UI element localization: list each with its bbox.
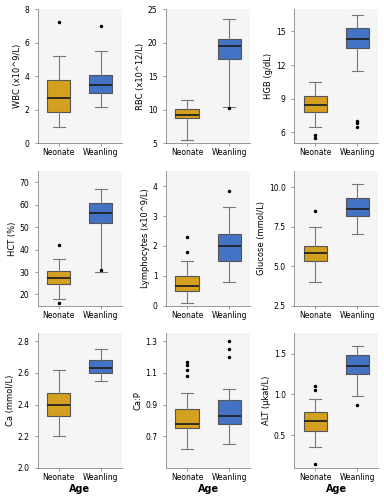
Y-axis label: Ca:P: Ca:P xyxy=(134,391,143,410)
PathPatch shape xyxy=(175,108,199,118)
PathPatch shape xyxy=(47,271,70,284)
PathPatch shape xyxy=(218,400,241,423)
PathPatch shape xyxy=(304,96,327,112)
X-axis label: Age: Age xyxy=(326,484,347,494)
PathPatch shape xyxy=(218,234,241,261)
Y-axis label: RBC (x10^12/L): RBC (x10^12/L) xyxy=(136,42,145,110)
Y-axis label: HGB (g/dL): HGB (g/dL) xyxy=(265,53,273,100)
Y-axis label: ALT (μkat/L): ALT (μkat/L) xyxy=(262,376,271,426)
PathPatch shape xyxy=(346,198,369,216)
PathPatch shape xyxy=(175,276,199,290)
Y-axis label: WBC (x10^9/L): WBC (x10^9/L) xyxy=(13,44,22,108)
Y-axis label: Glucose (mmol/L): Glucose (mmol/L) xyxy=(257,202,266,276)
PathPatch shape xyxy=(346,28,369,48)
Y-axis label: HCT (%): HCT (%) xyxy=(8,221,17,256)
PathPatch shape xyxy=(175,410,199,428)
X-axis label: Age: Age xyxy=(197,484,218,494)
PathPatch shape xyxy=(89,360,113,373)
PathPatch shape xyxy=(89,202,113,222)
PathPatch shape xyxy=(218,40,241,60)
PathPatch shape xyxy=(304,246,327,262)
PathPatch shape xyxy=(47,394,70,415)
Y-axis label: Ca (mmol/L): Ca (mmol/L) xyxy=(5,375,15,426)
Y-axis label: Lymphocytes (x10^9/L): Lymphocytes (x10^9/L) xyxy=(141,188,150,288)
PathPatch shape xyxy=(346,356,369,374)
PathPatch shape xyxy=(47,80,70,112)
X-axis label: Age: Age xyxy=(69,484,90,494)
PathPatch shape xyxy=(304,412,327,431)
PathPatch shape xyxy=(89,74,113,93)
